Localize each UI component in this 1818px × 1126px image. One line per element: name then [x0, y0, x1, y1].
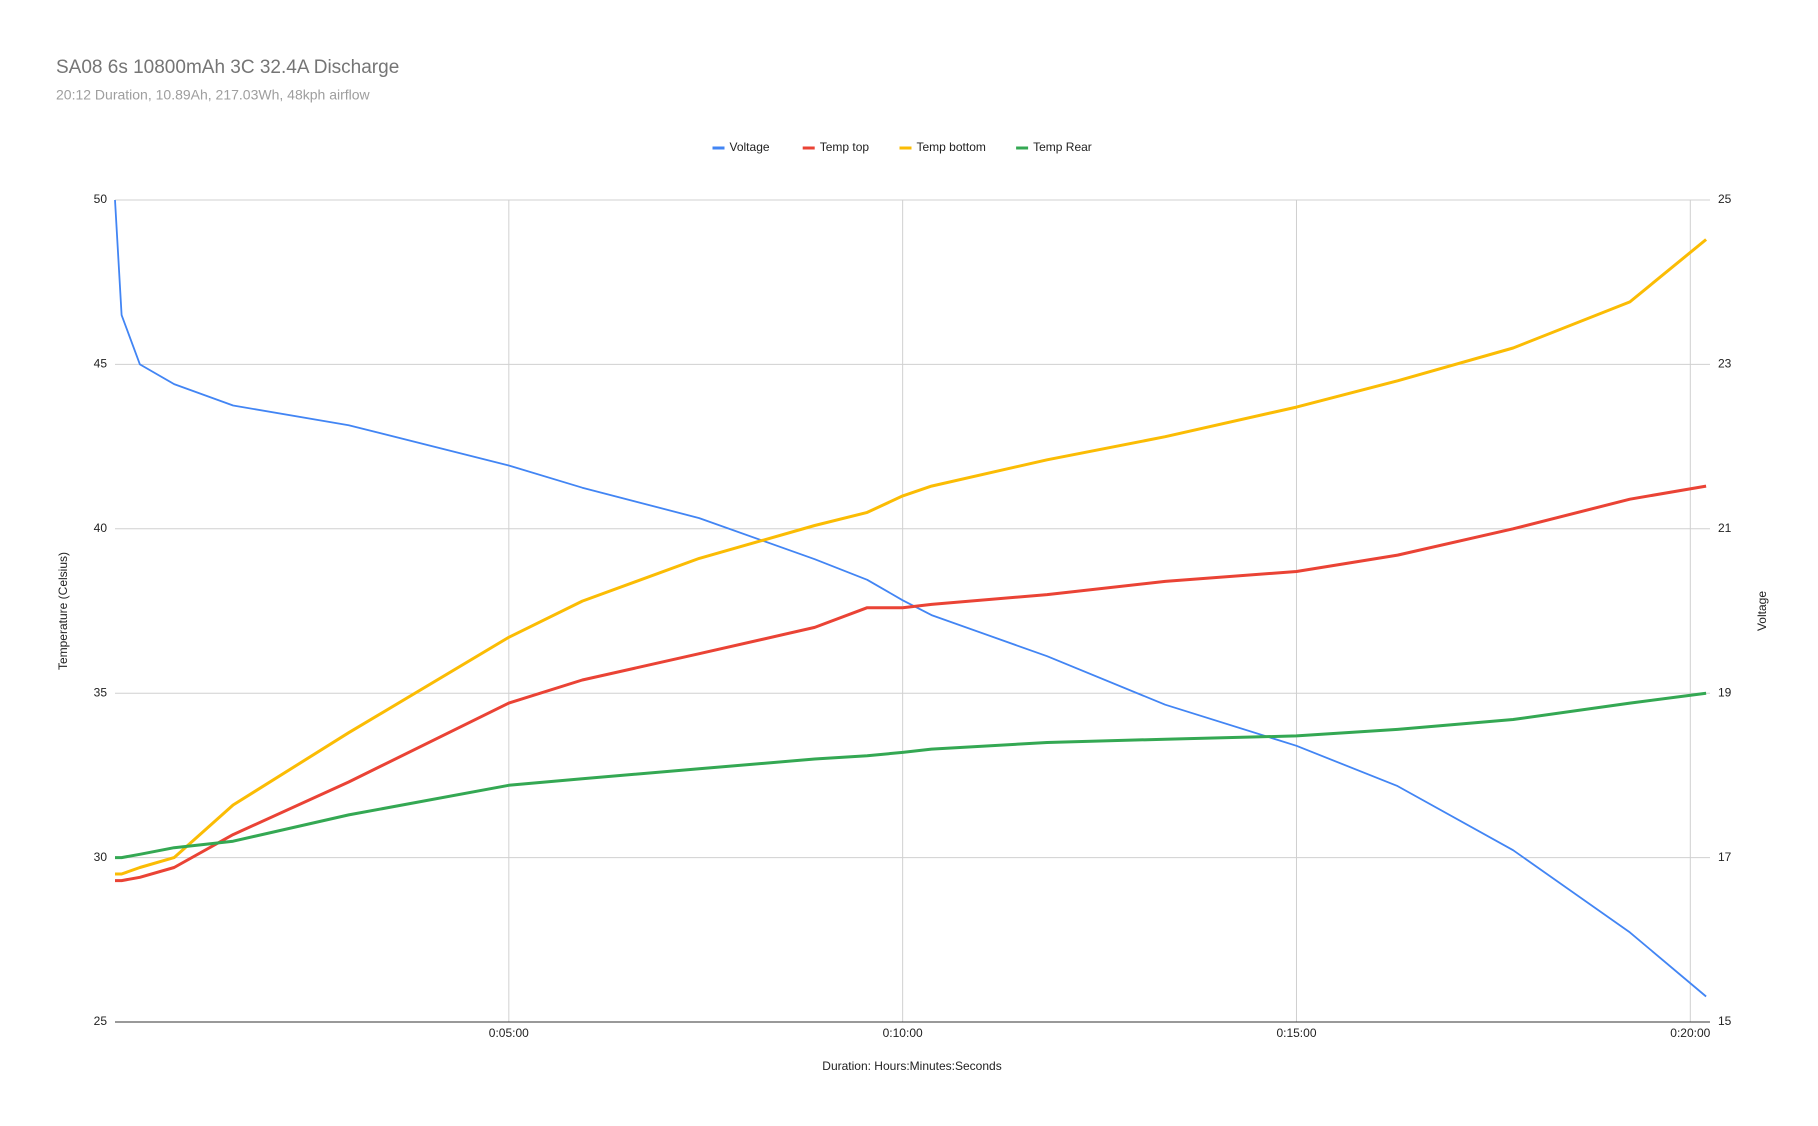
y-tick-label: 30 [94, 850, 108, 864]
y2-tick-label: 19 [1718, 685, 1732, 699]
y2-tick-label: 15 [1718, 1014, 1732, 1028]
y-tick-label: 45 [94, 357, 108, 371]
legend-label: Temp bottom [917, 140, 986, 154]
y2-tick-label: 23 [1718, 357, 1732, 371]
y-tick-label: 50 [94, 192, 108, 206]
legend-item: Voltage [712, 140, 770, 154]
y-tick-label: 40 [94, 521, 108, 535]
x-tick-label: 0:15:00 [1276, 1026, 1316, 1040]
series-line [115, 691, 1707, 860]
x-tick-label: 0:10:00 [883, 1026, 923, 1040]
y2-tick-label: 17 [1718, 850, 1732, 864]
legend-label: Temp Rear [1033, 140, 1092, 154]
legend-item: Temp Rear [1016, 140, 1092, 154]
y2-tick-label: 21 [1718, 521, 1732, 535]
legend-label: Voltage [730, 140, 770, 154]
y-tick-label: 25 [94, 1014, 108, 1028]
y2-axis-label: Voltage [1755, 591, 1769, 631]
legend-label: Temp top [820, 140, 870, 154]
chart-subtitle: 20:12 Duration, 10.89Ah, 217.03Wh, 48kph… [56, 87, 371, 103]
y2-tick-label: 25 [1718, 192, 1732, 206]
series-line [114, 199, 1707, 998]
x-tick-label: 0:20:00 [1670, 1026, 1710, 1040]
y-tick-label: 35 [94, 685, 108, 699]
series-line [115, 238, 1708, 876]
chart-title: SA08 6s 10800mAh 3C 32.4A Discharge [56, 57, 399, 78]
series-line [115, 484, 1707, 883]
legend-item: Temp top [802, 140, 870, 154]
x-axis-label: Duration: Hours:Minutes:Seconds [822, 1059, 1001, 1073]
legend-item: Temp bottom [899, 140, 986, 154]
y-axis-label: Temperature (Celsius) [56, 552, 70, 670]
x-tick-label: 0:05:00 [489, 1026, 529, 1040]
